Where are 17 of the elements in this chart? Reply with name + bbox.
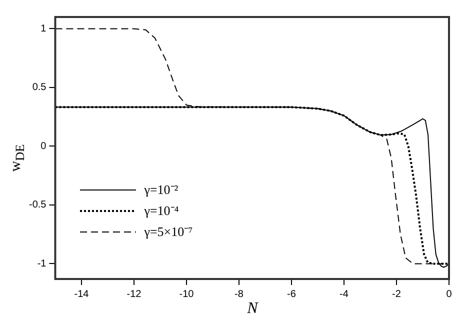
x-tick-label: -6	[287, 288, 296, 300]
x-tick-label: -10	[179, 288, 194, 300]
y-tick-label: 0.5	[32, 82, 47, 94]
y-tick-label: 1	[40, 24, 47, 34]
x-tick-label: -14	[74, 288, 90, 300]
y-tick-label: -0.5	[28, 200, 47, 211]
x-tick-label: -4	[340, 288, 349, 300]
x-tick-label: 0	[446, 288, 452, 300]
x-tick-label: -12	[126, 288, 142, 300]
legend-label: γ=10⁻⁴	[144, 202, 179, 220]
legend-label: γ=10⁻²	[144, 181, 178, 199]
x-tick-label: -2	[392, 288, 402, 300]
y-tick-label: -1	[37, 258, 47, 270]
x-tick-label: -8	[234, 288, 244, 300]
x-axis-title: N	[247, 300, 258, 318]
legend-label: γ=5×10⁻⁷	[144, 223, 193, 241]
y-tick-label: 0	[40, 140, 47, 152]
